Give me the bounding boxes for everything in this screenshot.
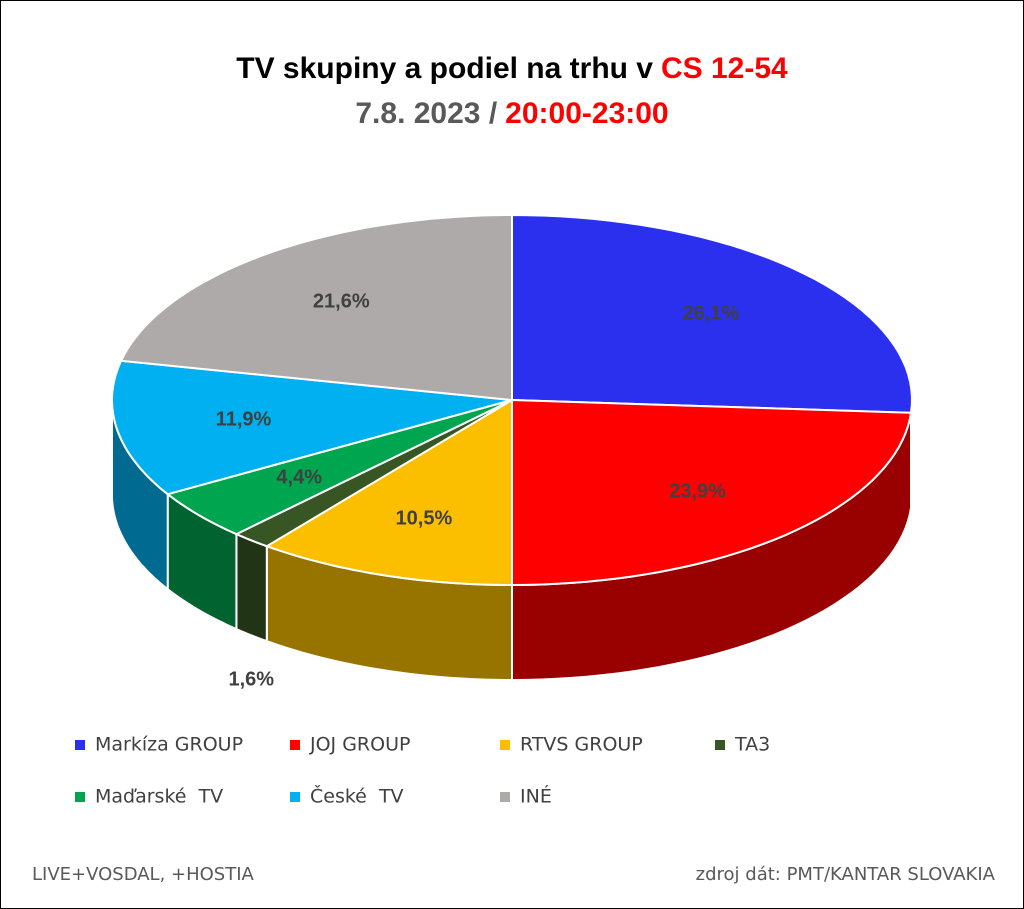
legend-label: Markíza GROUP [95, 734, 243, 756]
slice [511, 213, 914, 414]
slice [119, 213, 513, 402]
legend-swatch [500, 740, 510, 750]
legend-label: INÉ [520, 785, 552, 808]
slice-side [235, 532, 268, 643]
footer-right: zdroj dát: PMT/KANTAR SLOVAKIA [696, 864, 996, 885]
legend-swatch [715, 740, 725, 750]
legend-swatch [75, 792, 85, 802]
legend-label: RTVS GROUP [520, 734, 643, 756]
legend-swatch [75, 740, 85, 750]
slice [511, 398, 913, 587]
legend-swatch [500, 792, 510, 802]
legend-label: České TV [310, 784, 404, 808]
subtitle-part: 7.8. 2023 / [355, 97, 497, 130]
legend-swatch [290, 740, 300, 750]
data-label: 21,6% [313, 290, 370, 312]
legend: Markíza GROUP JOJ GROUP RTVS GROUP TA3 Maďar… [75, 734, 770, 808]
footer-left: LIVE+VOSDAL, +HOSTIA [32, 864, 255, 885]
legend-label: TA3 [734, 734, 770, 756]
data-label: 10,5% [396, 507, 453, 529]
data-label: 1,6% [228, 669, 274, 691]
data-label: 11,9% [216, 408, 272, 430]
data-label: 26,1% [683, 302, 740, 324]
title-part: CS 12-54 [661, 52, 788, 85]
chart-subtitle: 7.8. 2023 /20:00-23:00 [355, 97, 668, 130]
legend-swatch [290, 792, 300, 802]
pie: 26,1% 23,9% 10,5% 1,6% 4,4% 11,9% 21,6% [111, 213, 914, 691]
slice [264, 398, 513, 586]
slice [233, 399, 513, 548]
slice [165, 399, 513, 536]
title-part: TV skupiny a podiel na trhu v [236, 52, 653, 85]
subtitle-part: 20:00-23:00 [505, 97, 668, 130]
data-label: 23,9% [669, 480, 726, 502]
chart-title: TV skupiny a podiel na trhu v CS 12-54 [236, 52, 788, 85]
slice [111, 359, 513, 496]
data-label: 4,4% [276, 467, 322, 489]
legend-label: JOJ GROUP [309, 734, 410, 756]
legend-label: Maďarské TV [95, 786, 223, 808]
